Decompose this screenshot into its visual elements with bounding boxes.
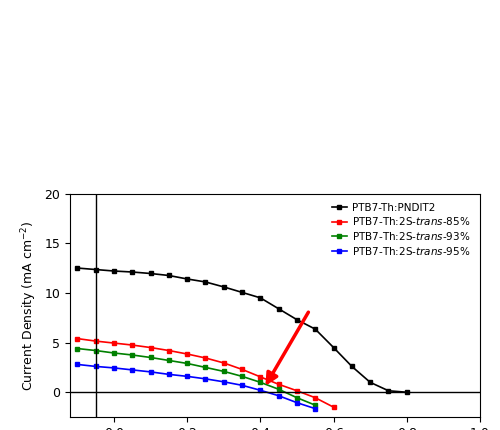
PTB7-Th:PNDIT2 (221, 284, 227, 289)
PTB7-Th:2S-$\it{trans}$-93% (239, 374, 245, 379)
PTB7-Th:2S-$\it{trans}$-93% (166, 358, 172, 363)
PTB7-Th:2S-$\it{trans}$-93% (148, 355, 154, 360)
PTB7-Th:2S-$\it{trans}$-85% (202, 355, 208, 360)
PTB7-Th:2S-$\it{trans}$-93% (74, 346, 80, 351)
PTB7-Th:2S-$\it{trans}$-95% (184, 374, 190, 379)
Line: PTB7-Th:2S-$\it{trans}$-95%: PTB7-Th:2S-$\it{trans}$-95% (75, 362, 318, 411)
PTB7-Th:2S-$\it{trans}$-93% (92, 348, 98, 353)
PTB7-Th:2S-$\it{trans}$-95% (111, 366, 117, 371)
PTB7-Th:PNDIT2 (294, 317, 300, 322)
Y-axis label: Current Density (mA cm$^{-2}$): Current Density (mA cm$^{-2}$) (19, 220, 39, 391)
PTB7-Th:2S-$\it{trans}$-85% (294, 388, 300, 393)
PTB7-Th:PNDIT2 (239, 290, 245, 295)
PTB7-Th:PNDIT2 (92, 267, 98, 272)
PTB7-Th:2S-$\it{trans}$-95% (312, 406, 318, 411)
PTB7-Th:2S-$\it{trans}$-95% (294, 400, 300, 405)
PTB7-Th:PNDIT2 (258, 295, 264, 301)
PTB7-Th:2S-$\it{trans}$-93% (202, 365, 208, 370)
PTB7-Th:2S-$\it{trans}$-95% (92, 364, 98, 369)
PTB7-Th:2S-$\it{trans}$-85% (221, 360, 227, 366)
PTB7-Th:2S-$\it{trans}$-85% (111, 341, 117, 346)
PTB7-Th:2S-$\it{trans}$-95% (202, 376, 208, 381)
PTB7-Th:2S-$\it{trans}$-93% (129, 353, 135, 358)
PTB7-Th:2S-$\it{trans}$-85% (92, 338, 98, 344)
Line: PTB7-Th:PNDIT2: PTB7-Th:PNDIT2 (75, 266, 409, 395)
PTB7-Th:PNDIT2 (312, 326, 318, 332)
PTB7-Th:2S-$\it{trans}$-93% (294, 395, 300, 400)
PTB7-Th:PNDIT2 (184, 276, 190, 282)
PTB7-Th:2S-$\it{trans}$-95% (129, 367, 135, 372)
PTB7-Th:PNDIT2 (330, 345, 336, 350)
PTB7-Th:2S-$\it{trans}$-95% (74, 362, 80, 367)
PTB7-Th:PNDIT2 (367, 380, 373, 385)
PTB7-Th:2S-$\it{trans}$-85% (330, 405, 336, 410)
PTB7-Th:PNDIT2 (276, 306, 281, 311)
PTB7-Th:2S-$\it{trans}$-95% (239, 383, 245, 388)
PTB7-Th:PNDIT2 (386, 388, 392, 393)
PTB7-Th:PNDIT2 (74, 265, 80, 270)
PTB7-Th:PNDIT2 (111, 268, 117, 273)
PTB7-Th:2S-$\it{trans}$-85% (74, 336, 80, 341)
PTB7-Th:2S-$\it{trans}$-95% (258, 388, 264, 393)
Line: PTB7-Th:2S-$\it{trans}$-93%: PTB7-Th:2S-$\it{trans}$-93% (75, 346, 318, 408)
PTB7-Th:2S-$\it{trans}$-93% (111, 350, 117, 356)
PTB7-Th:2S-$\it{trans}$-85% (166, 348, 172, 353)
Line: PTB7-Th:2S-$\it{trans}$-85%: PTB7-Th:2S-$\it{trans}$-85% (75, 336, 336, 410)
PTB7-Th:2S-$\it{trans}$-93% (184, 361, 190, 366)
PTB7-Th:PNDIT2 (349, 364, 355, 369)
PTB7-Th:2S-$\it{trans}$-95% (276, 393, 281, 398)
PTB7-Th:2S-$\it{trans}$-95% (166, 372, 172, 377)
PTB7-Th:2S-$\it{trans}$-93% (276, 387, 281, 392)
PTB7-Th:PNDIT2 (166, 273, 172, 278)
PTB7-Th:2S-$\it{trans}$-85% (276, 382, 281, 387)
PTB7-Th:2S-$\it{trans}$-85% (184, 351, 190, 356)
PTB7-Th:2S-$\it{trans}$-93% (258, 380, 264, 385)
PTB7-Th:PNDIT2 (129, 270, 135, 275)
Legend: PTB7-Th:PNDIT2, PTB7-Th:2S-$\it{trans}$-85%, PTB7-Th:2S-$\it{trans}$-93%, PTB7-T: PTB7-Th:PNDIT2, PTB7-Th:2S-$\it{trans}$-… (328, 199, 475, 261)
PTB7-Th:PNDIT2 (148, 271, 154, 276)
PTB7-Th:2S-$\it{trans}$-85% (148, 345, 154, 350)
PTB7-Th:PNDIT2 (202, 280, 208, 285)
PTB7-Th:2S-$\it{trans}$-95% (148, 369, 154, 375)
PTB7-Th:2S-$\it{trans}$-85% (258, 374, 264, 379)
PTB7-Th:2S-$\it{trans}$-93% (312, 402, 318, 408)
PTB7-Th:2S-$\it{trans}$-85% (312, 395, 318, 400)
PTB7-Th:PNDIT2 (404, 390, 410, 395)
PTB7-Th:2S-$\it{trans}$-95% (221, 379, 227, 384)
PTB7-Th:2S-$\it{trans}$-93% (221, 369, 227, 374)
PTB7-Th:2S-$\it{trans}$-85% (239, 367, 245, 372)
PTB7-Th:2S-$\it{trans}$-85% (129, 342, 135, 347)
